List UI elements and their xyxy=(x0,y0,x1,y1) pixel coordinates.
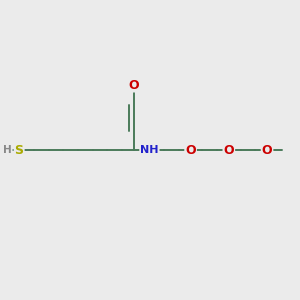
Text: O: O xyxy=(224,143,234,157)
Text: H: H xyxy=(3,145,12,155)
Text: NH: NH xyxy=(140,145,159,155)
Text: S: S xyxy=(15,143,24,157)
Text: O: O xyxy=(262,143,272,157)
Text: O: O xyxy=(185,143,196,157)
Text: O: O xyxy=(128,79,139,92)
